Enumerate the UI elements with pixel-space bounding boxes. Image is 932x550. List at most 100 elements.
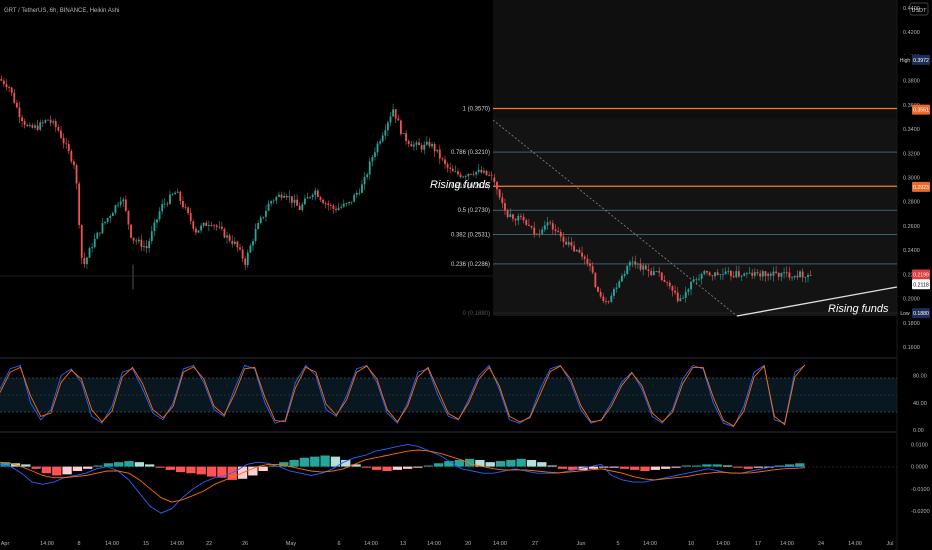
candle-body bbox=[676, 292, 679, 302]
candle-body bbox=[597, 287, 599, 292]
macd-histogram-bar bbox=[155, 466, 165, 468]
candle-body bbox=[444, 159, 446, 165]
candle-body bbox=[586, 258, 589, 264]
candle-body bbox=[298, 205, 301, 211]
stoch-axis[interactable]: 80.00 40.00 0.00 bbox=[913, 374, 927, 434]
currency-button[interactable] bbox=[909, 2, 929, 16]
macd-series bbox=[0, 443, 806, 514]
time-tick: 8 bbox=[77, 541, 80, 547]
candle-body bbox=[557, 230, 560, 232]
time-tick: 24 bbox=[818, 541, 824, 547]
annotation-rising-funds-2: Rising funds bbox=[828, 303, 889, 315]
candle-body bbox=[257, 222, 260, 230]
candle-body bbox=[262, 216, 265, 218]
macd-tick: -0.0200 bbox=[911, 509, 930, 515]
candle-body bbox=[538, 233, 541, 235]
candle-body bbox=[124, 199, 127, 211]
time-tick: 17 bbox=[755, 541, 761, 547]
time-tick: 14:00 bbox=[716, 541, 730, 547]
candle-body bbox=[309, 196, 311, 198]
badge-box bbox=[912, 181, 930, 192]
price-tick: 0.4400 bbox=[903, 6, 920, 12]
candle-body bbox=[793, 275, 796, 278]
candle-body bbox=[809, 274, 812, 276]
candle-body bbox=[355, 192, 358, 195]
macd-histogram-bar bbox=[722, 465, 733, 467]
candle-body bbox=[462, 176, 465, 178]
candle-body bbox=[402, 133, 405, 134]
candle-body bbox=[562, 236, 565, 242]
time-tick: 14:00 bbox=[780, 541, 794, 547]
candle-body bbox=[498, 189, 501, 198]
candle-body bbox=[316, 190, 319, 198]
candle-body bbox=[91, 247, 94, 249]
price-tick: 0.3200 bbox=[903, 151, 920, 157]
candle-body bbox=[23, 121, 26, 126]
time-tick: 10 bbox=[688, 541, 694, 547]
candle-body bbox=[47, 119, 49, 121]
fib-level-label: 0.786 (0.3210) bbox=[451, 150, 490, 156]
candle-body bbox=[371, 157, 374, 162]
time-tick: 22 bbox=[206, 541, 212, 547]
candle-body bbox=[769, 273, 772, 276]
candle-body bbox=[265, 210, 267, 217]
candle-body bbox=[613, 288, 615, 296]
candle-body bbox=[565, 241, 568, 245]
candle-body bbox=[83, 257, 86, 265]
candle-body bbox=[567, 242, 570, 245]
macd-histogram-bar bbox=[41, 466, 52, 474]
candle-body bbox=[490, 175, 493, 177]
candle-body bbox=[449, 167, 452, 169]
price-tick: 0.2200 bbox=[903, 272, 920, 278]
candle-body bbox=[399, 120, 402, 134]
trend-line[interactable] bbox=[736, 286, 898, 317]
candle-body bbox=[135, 240, 138, 242]
candle-body bbox=[210, 224, 213, 226]
candle-body bbox=[244, 258, 247, 265]
candle-body bbox=[711, 275, 714, 277]
candle-body bbox=[10, 87, 13, 93]
candle-body bbox=[200, 225, 203, 231]
candle-body bbox=[804, 277, 807, 278]
candle-body bbox=[433, 143, 436, 152]
candle-body bbox=[384, 130, 387, 136]
macd-histogram-bar bbox=[557, 466, 568, 469]
candle-body bbox=[368, 161, 371, 175]
macd-histogram-bar bbox=[72, 466, 83, 472]
macd-histogram-bar bbox=[175, 466, 186, 473]
candle-body bbox=[18, 107, 21, 118]
macd-histogram-bar bbox=[691, 465, 702, 467]
candle-body bbox=[236, 241, 239, 248]
time-axis[interactable]: Apr 14:00 8 14:00 15 14:00 22 26 May 6 14:00 13 14:0… bbox=[1, 541, 894, 547]
macd-histogram-bar bbox=[650, 466, 661, 470]
macd-histogram-bar bbox=[433, 463, 444, 467]
candle-body bbox=[293, 199, 296, 203]
fib-level-label: 0 (0.1880) bbox=[463, 311, 490, 317]
candle-body bbox=[551, 223, 554, 230]
macd-histogram-bar bbox=[382, 466, 392, 472]
stoch-tick: 80.00 bbox=[913, 374, 927, 380]
macd-axis[interactable]: 0.0100 0.0000 -0.0100 -0.0200 bbox=[911, 442, 930, 514]
stoch-tick: 40.00 bbox=[913, 401, 927, 407]
badge-tag-label: Low bbox=[900, 311, 910, 317]
candle-body bbox=[285, 195, 288, 198]
candle-body bbox=[54, 121, 57, 128]
macd-histogram-bar bbox=[206, 466, 217, 477]
macd-histogram-bar bbox=[588, 466, 599, 469]
candle-body bbox=[775, 271, 778, 273]
time-tick: Jun bbox=[577, 541, 586, 547]
candle-body bbox=[735, 271, 738, 278]
candle-body bbox=[639, 263, 642, 270]
candle-body bbox=[319, 197, 322, 200]
candle-body bbox=[288, 196, 291, 198]
candle-body bbox=[475, 171, 478, 175]
price-tick: 0.4200 bbox=[903, 30, 920, 36]
stoch-d-line bbox=[0, 364, 806, 427]
time-tick: 15 bbox=[143, 541, 149, 547]
candle-body bbox=[140, 239, 143, 248]
candle-body bbox=[570, 242, 573, 246]
candle-body bbox=[751, 272, 754, 276]
candle-body bbox=[477, 169, 480, 172]
macd-tick: 0.0100 bbox=[911, 442, 928, 448]
